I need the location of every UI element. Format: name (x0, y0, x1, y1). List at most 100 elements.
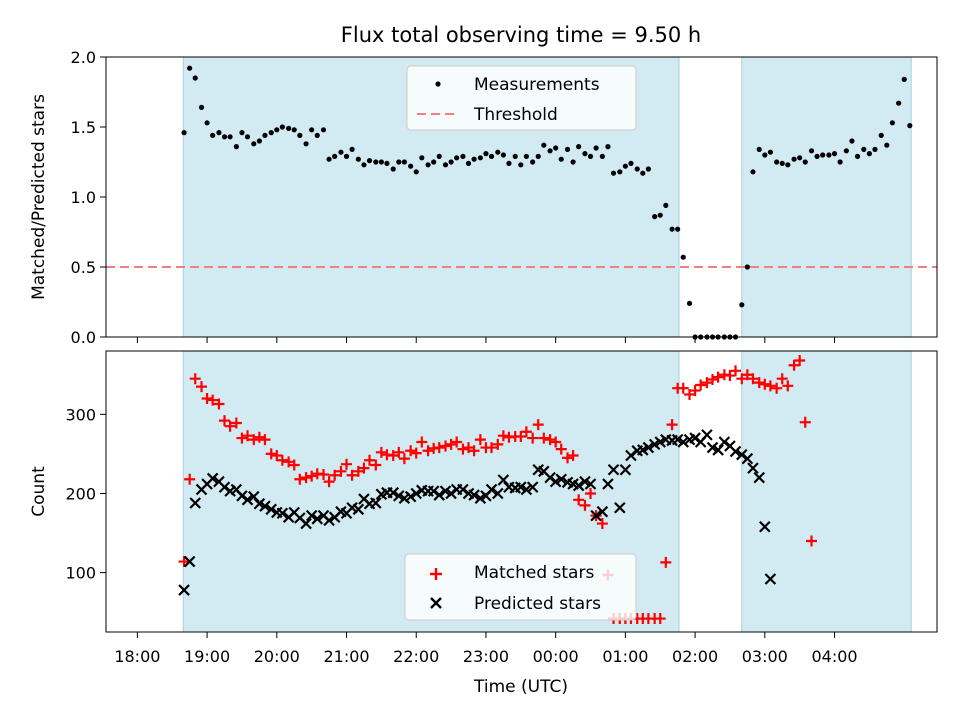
measurement-point (378, 159, 384, 165)
matched-star-point (207, 394, 219, 406)
measurement-point (553, 145, 559, 151)
measurement-point (889, 120, 895, 126)
matched-star-point (178, 556, 190, 568)
matched-star-point (329, 469, 341, 481)
predicted-star-point (677, 436, 690, 448)
measurement-point (408, 163, 414, 169)
legend-measurements-marker (435, 81, 441, 87)
measurement-point (680, 254, 686, 260)
measurement-point (541, 142, 547, 148)
predicted-star-point (468, 489, 480, 501)
measurement-point (343, 153, 350, 159)
measurement-point (767, 149, 773, 155)
x-tick-label: 01:00 (602, 647, 648, 666)
count-legend: Matched stars Predicted stars (404, 553, 637, 621)
measurement-point (297, 132, 303, 138)
matched-star-point (555, 443, 567, 455)
measurement-point (488, 153, 495, 159)
predicted-star-point (607, 463, 620, 476)
predicted-star-point (300, 517, 312, 530)
measurement-point (814, 153, 820, 159)
y-tick-label: 0.5 (71, 258, 96, 277)
measurement-point (338, 149, 344, 155)
matched-star-point (701, 377, 713, 389)
predicted-star-point (619, 463, 632, 476)
measurement-point (652, 214, 658, 220)
y-tick-label: 100 (65, 564, 96, 583)
matched-star-point (532, 419, 544, 431)
predicted-star-point (404, 490, 417, 503)
matched-star-point (684, 389, 696, 401)
matched-star-point (341, 458, 353, 470)
predicted-star-point (544, 471, 556, 484)
y-tick-label: 1.5 (71, 118, 96, 137)
measurement-point (320, 127, 327, 133)
measurement-point (744, 264, 750, 270)
matched-star-point (596, 518, 608, 530)
matched-star-point (764, 380, 776, 392)
measurement-point (332, 153, 338, 159)
y-tick-label: 2.0 (71, 48, 96, 67)
matched-star-point (300, 472, 312, 484)
matched-star-point (741, 369, 753, 381)
predicted-star-point (520, 483, 533, 496)
x-axis-label: Time (UTC) (473, 677, 568, 697)
predicted-star-point (596, 505, 609, 518)
matched-star-point (544, 434, 556, 446)
matched-star-point (398, 453, 410, 465)
predicted-star-point (718, 436, 731, 448)
predicted-star-point (759, 520, 771, 533)
measurement-point (634, 166, 640, 172)
matched-star-point (393, 446, 405, 458)
predicted-star-point (265, 503, 278, 516)
measurement-point (366, 158, 373, 164)
predicted-star-point (729, 445, 742, 458)
predicted-star-point (218, 481, 231, 493)
measurement-point (436, 153, 442, 159)
matched-star-point (666, 419, 678, 431)
predicted-star-point (178, 584, 190, 596)
measurement-point (739, 302, 745, 308)
matched-star-point (712, 371, 724, 383)
matched-star-point (433, 442, 445, 454)
matched-star-point (573, 494, 585, 506)
measurement-point (361, 162, 367, 168)
x-tick-label: 04:00 (811, 647, 857, 666)
measurement-point (198, 104, 205, 110)
matched-star-point (806, 535, 818, 547)
measurement-point (448, 159, 454, 165)
observing-interval-1 (741, 351, 912, 632)
measurement-point (570, 159, 576, 165)
matched-star-point (585, 487, 597, 499)
matched-star-point (387, 449, 399, 461)
matched-star-point (753, 377, 765, 389)
measurement-point (564, 146, 571, 152)
predicted-star-point (445, 487, 457, 500)
measurement-point (866, 151, 872, 157)
matched-star-point (201, 392, 213, 404)
x-tick-label: 19:00 (184, 647, 230, 666)
matched-star-point (259, 434, 271, 446)
measurement-point (686, 300, 693, 306)
count-legend-box (404, 553, 637, 621)
matched-star-point (579, 499, 591, 511)
chart-title: Flux total observing time = 9.50 h (341, 23, 701, 47)
matched-star-point (677, 382, 689, 394)
predicted-star-point (189, 497, 202, 509)
measurement-point (518, 162, 524, 168)
measurement-points (181, 65, 913, 340)
matched-star-point (230, 417, 242, 429)
predicted-star-point (457, 483, 469, 496)
measurement-point (401, 159, 407, 165)
matched-star-point (776, 373, 788, 385)
legend-matched-marker (430, 568, 442, 580)
matched-star-point (747, 373, 759, 385)
predicted-star-point (305, 509, 318, 522)
x-tick-label: 03:00 (742, 647, 788, 666)
predicted-star-point (323, 514, 335, 527)
measurement-point (419, 155, 425, 161)
predicted-star-point (741, 452, 754, 465)
matched-star-point (771, 382, 783, 394)
matched-star-point (271, 449, 283, 461)
measurement-point (216, 130, 222, 136)
